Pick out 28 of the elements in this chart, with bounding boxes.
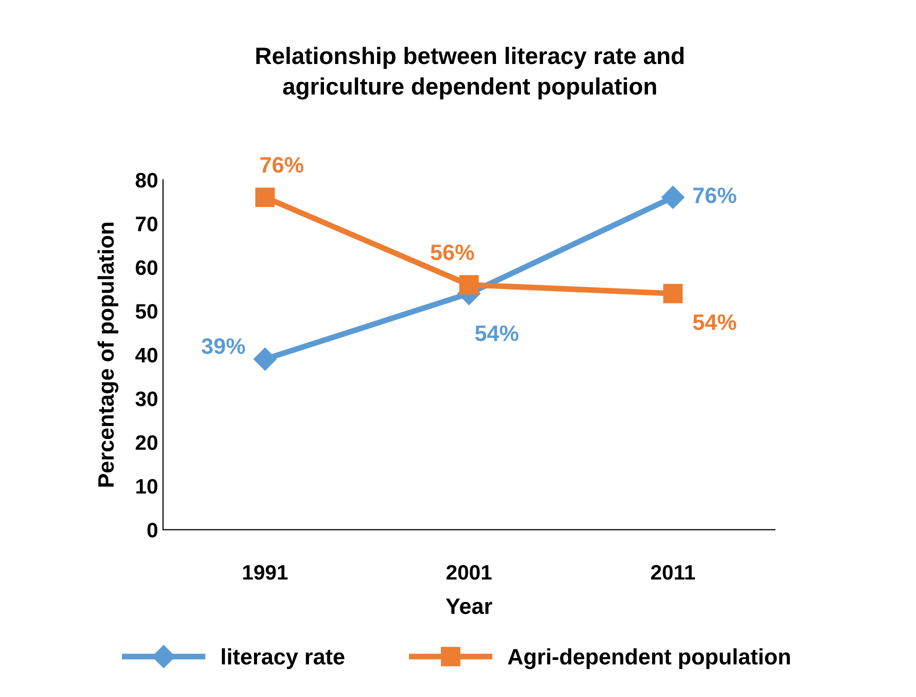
x-tick-label: 2011 [651,564,695,580]
data-label: 76% [260,156,304,173]
y-tick-label: 70 [136,216,158,232]
chart-title: Relationship between literacy rate and agriculture dependent population [256,46,684,100]
y-tick-label: 10 [136,478,158,494]
x-tick-label: 2001 [446,564,492,580]
point [661,186,684,209]
point [459,275,479,295]
point [254,348,277,371]
x-tick-label: 1991 [243,564,288,580]
point [255,188,275,208]
y-tick-label: 60 [136,260,158,276]
x-axis-title: Year [446,598,492,614]
y-tick-label: 20 [136,435,158,450]
legend-label: literacy rate [222,648,344,669]
y-tick-label: 50 [136,304,158,319]
data-label: 54% [693,314,736,330]
legend-label: Agri-dependent population [508,648,790,670]
y-tick-label: 40 [135,348,158,363]
point [663,284,683,304]
data-label: 39% [202,338,246,354]
y-axis-title: Percentage of population [98,222,118,487]
y-tick-label: 30 [135,392,158,406]
data-label: 54% [475,325,518,342]
data-label: 56% [430,244,474,260]
y-tick-label: 0 [147,522,158,538]
y-tick-label: 80 [136,172,158,188]
data-label: 76% [693,188,736,204]
